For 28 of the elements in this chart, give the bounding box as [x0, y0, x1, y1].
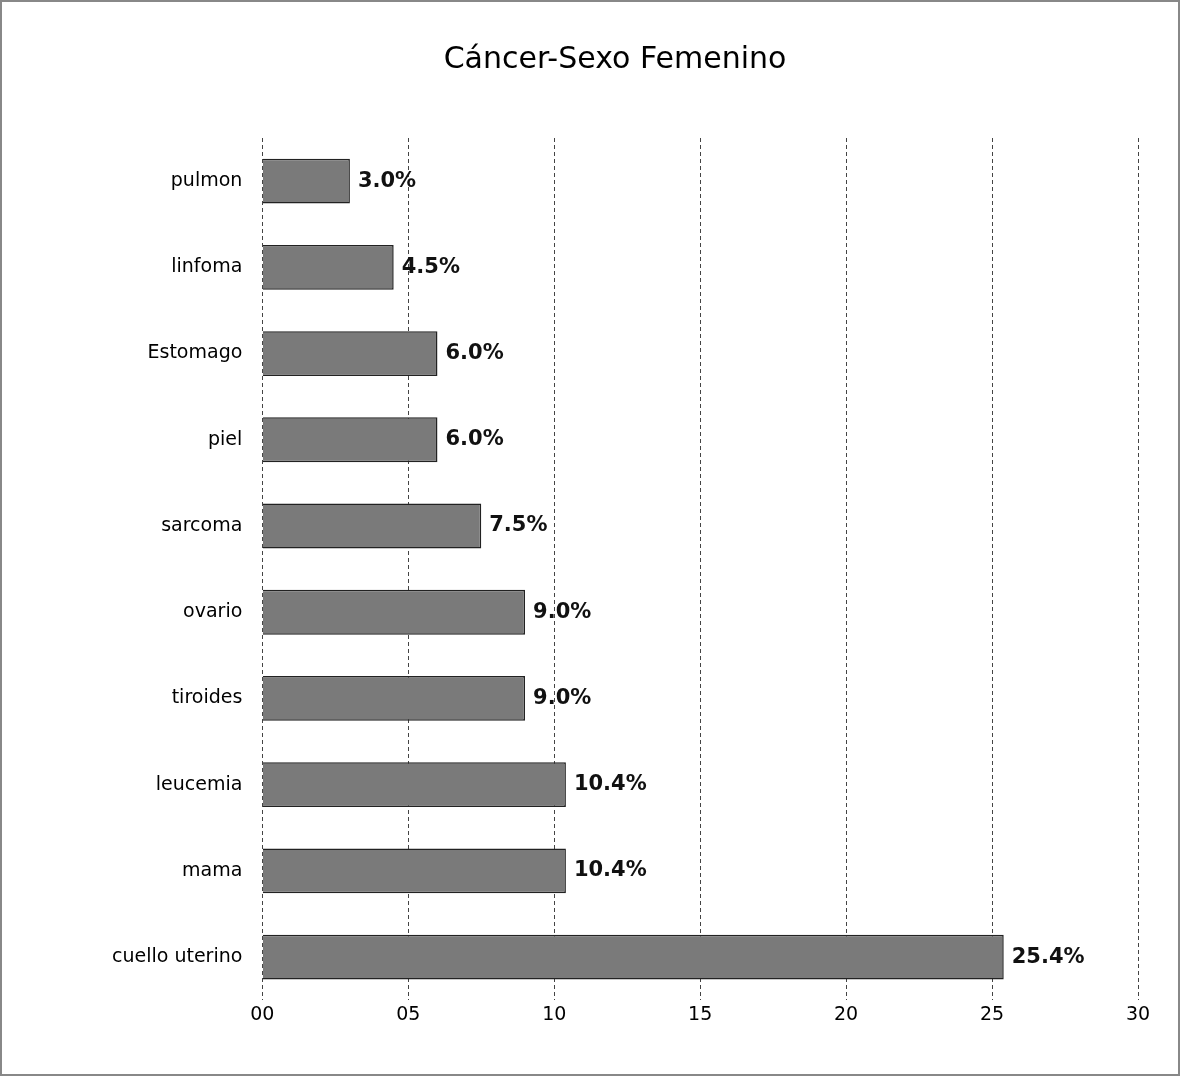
y-tick-label: piel: [208, 426, 243, 449]
x-tick-label: 25: [979, 1001, 1005, 1024]
data-label: 9.0%: [533, 598, 592, 623]
x-tick-label: 30: [1125, 1001, 1151, 1024]
data-label: 6.0%: [445, 426, 504, 451]
chart-title: Cáncer-Sexo Femenino: [443, 39, 787, 75]
y-tick-label: ovario: [183, 599, 243, 622]
y-tick-label: tiroides: [171, 685, 243, 708]
y-tick-label: cuello uterino: [111, 944, 243, 967]
x-tick-label: 20: [834, 1001, 859, 1024]
data-label: 9.0%: [533, 684, 592, 709]
data-label: 10.4%: [573, 857, 647, 882]
y-tick-label: linfoma: [171, 254, 243, 277]
data-label: 4.5%: [401, 253, 460, 278]
data-label: 7.5%: [489, 512, 548, 537]
x-tick-label: 15: [688, 1001, 713, 1024]
x-tick-label: 10: [542, 1001, 567, 1024]
y-tick-label: Estomago: [147, 340, 243, 363]
x-tick-label: 05: [396, 1001, 421, 1024]
data-label: 3.0%: [357, 167, 417, 192]
x-tick-label: 00: [250, 1001, 275, 1024]
y-tick-label: leucemia: [155, 771, 243, 794]
y-tick-label: mama: [182, 857, 243, 880]
y-tick-label: sarcoma: [161, 512, 243, 535]
data-label: 10.4%: [573, 771, 647, 796]
y-tick-label: pulmon: [170, 168, 243, 191]
data-label: 25.4%: [1011, 943, 1085, 968]
data-label: 6.0%: [445, 340, 504, 364]
